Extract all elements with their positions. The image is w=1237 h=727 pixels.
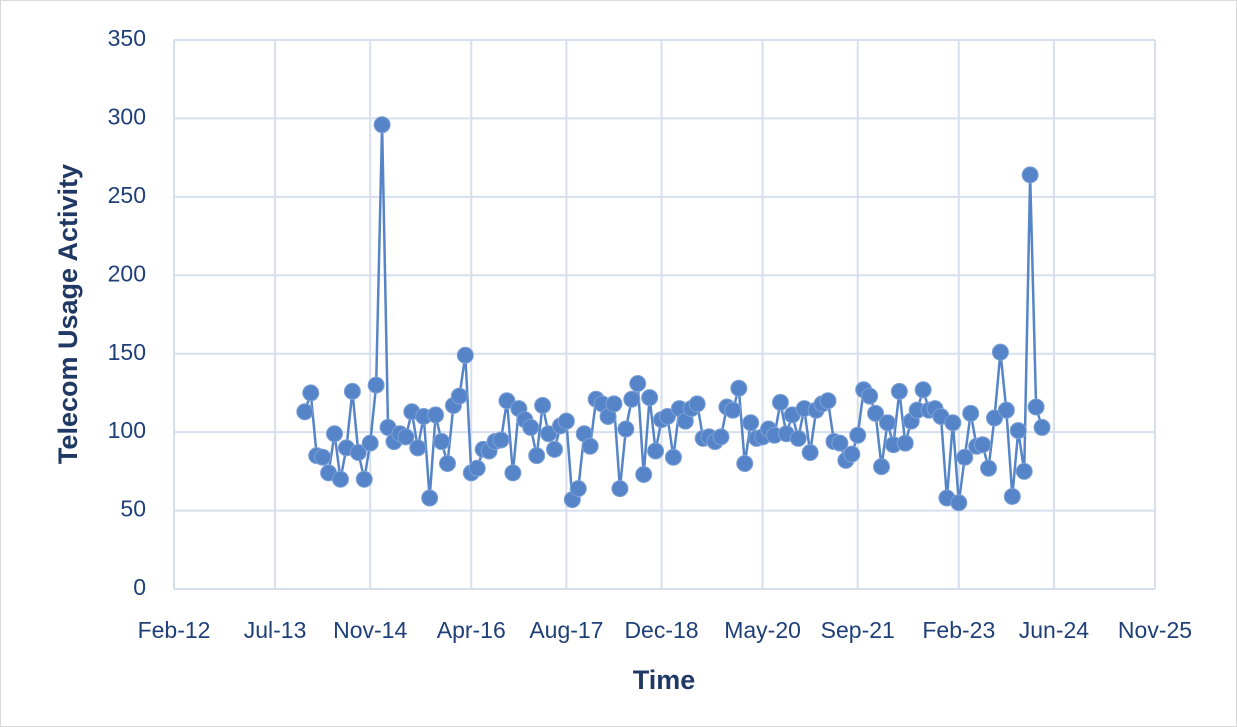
x-tick-label: Feb-23 [922,617,995,643]
data-point [997,401,1015,419]
y-tick-label: 50 [120,496,146,522]
data-point [658,407,676,425]
data-point [789,429,807,447]
data-point [712,428,730,446]
data-point [433,433,451,451]
data-point [522,418,540,436]
data-point [326,425,344,443]
x-tick-label: May-20 [724,617,801,643]
data-point [605,395,623,413]
y-tick-label: 150 [108,339,146,365]
data-point [771,393,789,411]
data-point [427,406,445,424]
x-tick-label: Dec-18 [624,617,698,643]
data-point [504,464,522,482]
data-point [1003,487,1021,505]
data-point [867,404,885,422]
data-point [831,434,849,452]
data-point [343,382,361,400]
data-point [421,489,439,507]
data-point [492,431,510,449]
data-point [314,448,332,466]
x-axis-title: Time [633,665,696,695]
data-point [611,480,629,498]
data-point [730,379,748,397]
x-tick-label: Aug-17 [529,617,603,643]
y-tick-label: 200 [108,260,146,286]
x-tick-label: Apr-16 [437,617,506,643]
data-point [896,434,914,452]
data-point [409,439,427,457]
y-tick-label: 350 [108,25,146,51]
data-point [724,401,742,419]
x-tick-label: Jun-24 [1019,617,1090,643]
data-point [956,448,974,466]
data-point [878,414,896,432]
data-point [1009,422,1027,440]
data-point [397,428,415,446]
data-point [373,116,391,134]
data-point [914,381,932,399]
data-point [569,480,587,498]
data-point [944,414,962,432]
data-point [534,396,552,414]
y-tick-label: 100 [108,417,146,443]
data-point [1027,398,1045,416]
data-point [581,437,599,455]
data-point [985,409,1003,427]
data-point [557,412,575,430]
data-point [1033,418,1051,436]
data-point [367,376,385,394]
data-point [468,459,486,477]
data-point [664,448,682,466]
data-point [873,458,891,476]
data-point [890,382,908,400]
data-point [736,455,754,473]
data-point [980,459,998,477]
data-point [629,375,647,393]
data-point [355,470,373,488]
data-point [688,395,706,413]
data-point [635,465,653,483]
y-tick-label: 0 [133,574,146,600]
data-point [991,343,1009,361]
x-tick-label: Nov-25 [1118,617,1192,643]
x-tick-label: Sep-21 [821,617,895,643]
data-point [1021,166,1039,184]
y-tick-label: 250 [108,182,146,208]
data-point [498,392,516,410]
data-point [450,387,468,405]
data-point [742,414,760,432]
data-point [331,470,349,488]
data-point [962,404,980,422]
data-point [623,390,641,408]
data-point [438,455,456,473]
data-point [528,447,546,465]
data-point [361,434,379,452]
data-point [296,403,314,421]
data-point [819,392,837,410]
x-tick-label: Jul-13 [244,617,307,643]
x-tick-label: Nov-14 [333,617,407,643]
data-point [861,387,879,405]
data-point [1015,462,1033,480]
data-point [641,389,659,407]
x-tick-label: Feb-12 [138,617,211,643]
data-point [456,346,474,364]
data-point [302,384,320,402]
y-axis-title: Telecom Usage Activity [53,164,83,464]
data-point [540,425,558,443]
data-point [801,444,819,462]
data-point [546,440,564,458]
data-point [974,436,992,454]
y-tick-label: 300 [108,104,146,130]
data-point [349,444,367,462]
data-point [647,442,665,460]
data-point [849,426,867,444]
data-point [617,420,635,438]
data-point [843,445,861,463]
data-point [950,494,968,512]
